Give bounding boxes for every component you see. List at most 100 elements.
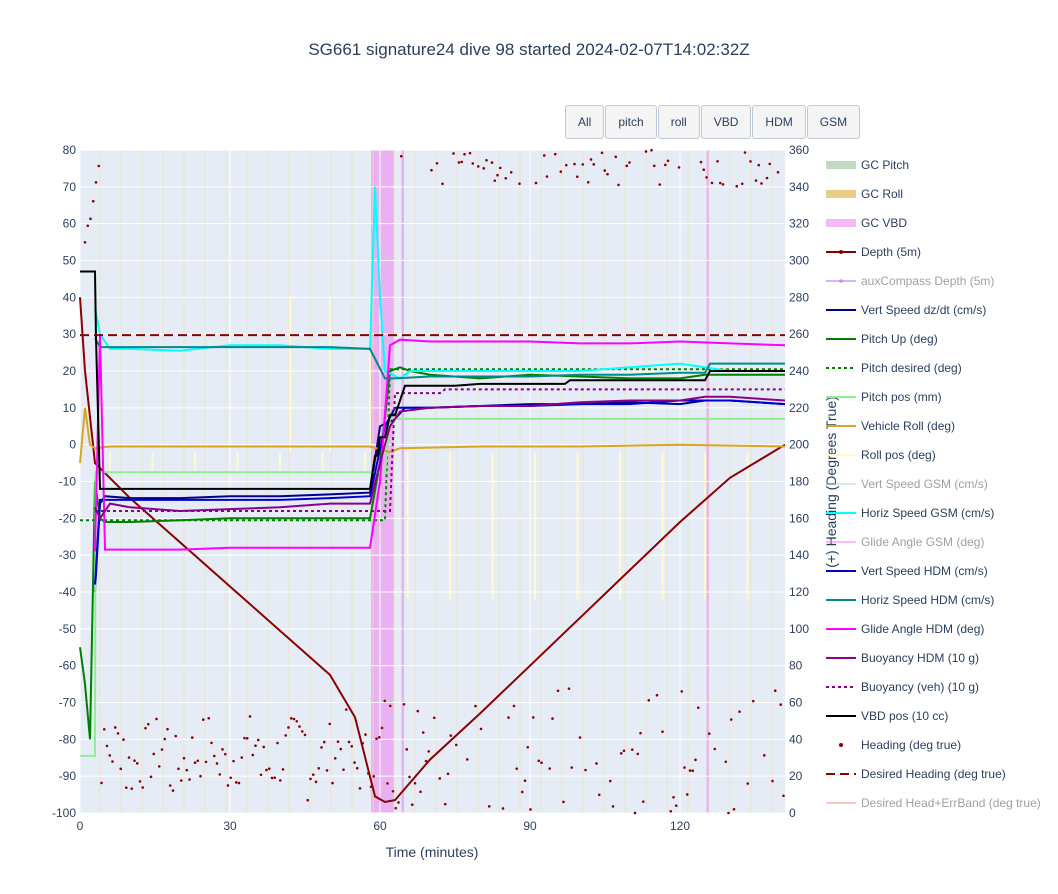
heading-marker xyxy=(727,811,730,815)
y-right-tick-label: 320 xyxy=(789,217,809,231)
hdm-button[interactable]: HDM xyxy=(752,105,806,139)
legend-item[interactable]: Vert Speed GSM (cm/s) xyxy=(826,477,988,491)
heading-marker xyxy=(669,809,673,813)
heading-marker xyxy=(355,766,359,770)
legend-item[interactable]: Vert Speed dz/dt (cm/s) xyxy=(826,303,986,317)
heading-marker xyxy=(218,773,222,776)
y-right-tick-label: 240 xyxy=(789,364,809,378)
all-button[interactable]: All xyxy=(565,105,605,139)
heading-marker xyxy=(157,765,161,768)
legend-item[interactable]: Depth (5m) xyxy=(826,245,921,259)
heading-marker xyxy=(589,158,593,161)
y-right-tick-label: 360 xyxy=(789,143,809,157)
pitch-button[interactable]: pitch xyxy=(605,105,657,139)
heading-marker xyxy=(201,718,205,721)
legend-item[interactable]: Heading (deg true) xyxy=(839,738,961,752)
heading-marker xyxy=(562,800,565,804)
heading-marker xyxy=(364,733,367,736)
heading-marker xyxy=(633,811,637,815)
heading-marker xyxy=(468,151,472,155)
series-depth-5m- xyxy=(79,297,786,804)
heading-marker xyxy=(713,747,717,751)
legend-label: Heading (deg true) xyxy=(861,738,961,752)
roll-button[interactable]: roll xyxy=(657,105,700,139)
heading-marker xyxy=(575,175,579,178)
heading-marker xyxy=(273,776,277,779)
heading-marker xyxy=(592,163,596,166)
heading-marker xyxy=(663,163,667,167)
heading-marker xyxy=(548,767,552,770)
legend-item[interactable]: GC Pitch xyxy=(826,158,909,172)
legend-label: GC VBD xyxy=(861,216,907,230)
heading-marker xyxy=(771,779,774,783)
legend-item[interactable]: Pitch Up (deg) xyxy=(826,332,938,346)
legend-label: Depth (5m) xyxy=(861,245,921,259)
heading-marker xyxy=(386,782,389,785)
legend-item[interactable]: Vert Speed HDM (cm/s) xyxy=(826,564,988,578)
legend-label: Roll pos (deg) xyxy=(861,448,936,462)
series-buoyancy-veh-10-g- xyxy=(95,388,785,512)
heading-marker xyxy=(408,775,411,779)
legend-item[interactable]: Horiz Speed HDM (cm/s) xyxy=(826,593,994,607)
legend-item[interactable]: Horiz Speed GSM (cm/s) xyxy=(826,506,994,520)
heading-marker xyxy=(100,781,103,785)
heading-marker xyxy=(724,760,728,764)
legend-item[interactable]: Desired Head+ErrBand (deg true) xyxy=(826,796,1041,810)
heading-marker xyxy=(630,748,634,751)
legend-item[interactable]: Pitch pos (mm) xyxy=(826,390,942,404)
heading-marker xyxy=(303,733,307,737)
heading-marker xyxy=(240,756,244,759)
x-axis-title: Time (minutes) xyxy=(386,844,479,860)
heading-marker xyxy=(782,794,785,798)
y-right-tick-label: 0 xyxy=(789,806,796,820)
traces xyxy=(79,186,786,804)
legend-item[interactable]: Roll pos (deg) xyxy=(826,448,936,462)
heading-marker xyxy=(391,789,395,793)
gsm-button[interactable]: GSM xyxy=(806,105,861,139)
heading-marker xyxy=(289,717,293,720)
legend-item[interactable]: Glide Angle GSM (deg) xyxy=(826,535,984,549)
heading-marker xyxy=(556,689,560,693)
heading-marker xyxy=(518,182,521,186)
heading-marker xyxy=(185,768,189,772)
heading-marker xyxy=(644,150,648,153)
y-tick-label: -90 xyxy=(59,769,77,783)
legend-item[interactable]: GC Roll xyxy=(826,187,903,201)
legend-swatch-marker xyxy=(839,250,843,254)
heading-marker xyxy=(276,741,279,745)
heading-marker xyxy=(248,715,252,718)
heading-markers xyxy=(83,148,785,815)
heading-marker xyxy=(443,802,447,806)
vbd-button[interactable]: VBD xyxy=(700,105,752,139)
legend-item[interactable]: GC VBD xyxy=(826,216,907,230)
legend-item[interactable]: auxCompass Depth (5m) xyxy=(826,274,994,288)
heading-marker xyxy=(485,158,488,162)
heading-marker xyxy=(474,704,477,708)
y-tick-label: -30 xyxy=(59,548,77,562)
heading-marker xyxy=(611,805,615,808)
heading-marker xyxy=(768,162,772,166)
heading-marker xyxy=(105,744,109,748)
heading-marker xyxy=(375,737,378,740)
heading-marker xyxy=(584,768,587,772)
y-tick-label: -60 xyxy=(59,659,77,673)
heading-marker xyxy=(619,752,623,755)
heading-marker xyxy=(762,754,766,757)
heading-marker xyxy=(641,800,645,803)
heading-marker xyxy=(141,786,145,789)
legend-item[interactable]: Vehicle Roll (deg) xyxy=(826,419,955,433)
heading-marker xyxy=(212,754,216,758)
heading-marker xyxy=(199,774,202,778)
legend-item[interactable]: Pitch desired (deg) xyxy=(826,361,962,375)
heading-marker xyxy=(586,180,590,184)
heading-marker xyxy=(545,175,549,178)
heading-marker xyxy=(322,740,326,744)
heading-marker xyxy=(306,798,310,802)
legend-item[interactable]: Glide Angle HDM (deg) xyxy=(826,622,984,636)
heading-marker xyxy=(553,152,557,156)
legend-item[interactable]: Desired Heading (deg true) xyxy=(826,767,1006,781)
legend-item[interactable]: Buoyancy (veh) (10 g) xyxy=(826,680,979,694)
legend-swatch xyxy=(839,743,843,747)
legend-item[interactable]: VBD pos (10 cc) xyxy=(826,709,948,723)
legend-item[interactable]: Buoyancy HDM (10 g) xyxy=(826,651,979,665)
